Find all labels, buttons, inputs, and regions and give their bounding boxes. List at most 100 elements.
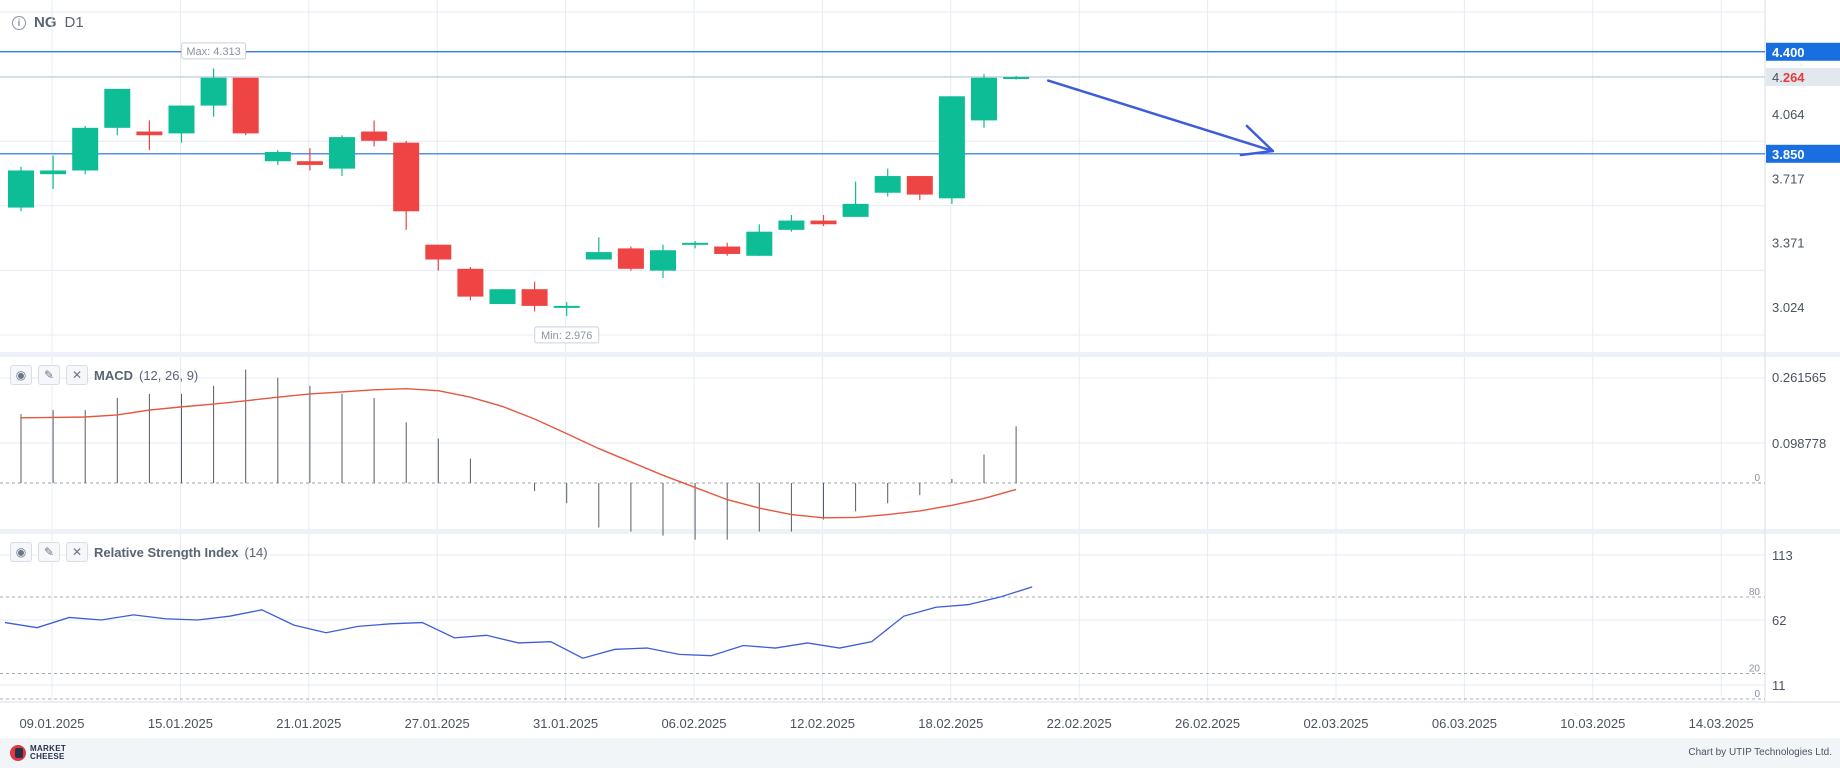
candle-body: [168, 105, 195, 134]
candle-body: [425, 244, 452, 260]
symbol-header: i NG D1: [12, 14, 84, 31]
candle-body: [329, 137, 355, 169]
axes: 4.064 3.717 3.371 3.024 4.400 3.850 4.264 0.261…: [19, 42, 1840, 731]
levels: [0, 51, 1765, 155]
candle-body: [938, 96, 965, 199]
price-axis-label: 3.371: [1772, 236, 1805, 251]
candle-body: [778, 220, 805, 230]
candle-body: [8, 170, 34, 208]
price-axis-label: 3.717: [1772, 171, 1805, 186]
price-axis-label: 4.064: [1772, 107, 1805, 122]
macd-signal-line: [20, 387, 1017, 519]
current-price-label: 4.264: [1772, 70, 1805, 85]
panel-separator: [0, 352, 1840, 357]
macd-zero-label: 0: [1754, 473, 1760, 484]
level-badge-label: 4.400: [1772, 45, 1805, 60]
rsi-title: Relative Strength Index: [94, 544, 239, 560]
macd-plot: [0, 369, 1765, 540]
candle-body: [40, 170, 67, 175]
date-axis-label: 21.01.2025: [276, 716, 341, 731]
date-axis-label: 27.01.2025: [405, 716, 470, 731]
candle-body: [842, 203, 869, 217]
eye-icon[interactable]: ◉: [10, 365, 32, 385]
date-axis-label: 22.02.2025: [1047, 716, 1112, 731]
extreme-markers: Max: 4.313 Min: 2.976: [181, 42, 600, 344]
macd-title: MACD: [94, 367, 133, 383]
candle-body: [714, 246, 741, 254]
candle-body: [906, 176, 933, 195]
candle-body: [617, 248, 644, 269]
wrench-icon[interactable]: ✎: [38, 542, 60, 562]
candle-body: [457, 268, 484, 297]
date-axis-label: 26.02.2025: [1175, 716, 1240, 731]
candle-body: [489, 289, 516, 305]
rsi-level-label: 20: [1749, 664, 1761, 675]
candle-body: [200, 77, 227, 106]
macd-header: ◉ ✎ ✕ MACD (12, 26, 9): [10, 365, 198, 385]
macd-axis-label: 0.261565: [1772, 370, 1826, 385]
candle-body: [971, 77, 997, 121]
price-chart[interactable]: Max: 4.313 Min: 2.976 4.064 3.717 3.371 3.02…: [0, 0, 1840, 738]
marker-box: [534, 326, 600, 344]
current-price-badge: [1766, 68, 1840, 86]
rsi-level-label: 80: [1749, 587, 1761, 598]
rsi-header: ◉ ✎ ✕ Relative Strength Index (14): [10, 542, 268, 562]
price-axis-label: 3.024: [1772, 300, 1805, 315]
forecast-arrow[interactable]: [1046, 79, 1275, 157]
rsi-level-label: 0: [1754, 689, 1760, 700]
marker-label: Min: 2.976: [541, 330, 592, 342]
candle-body: [650, 250, 676, 271]
date-axis-label: 18.02.2025: [918, 716, 983, 731]
candle-body: [361, 131, 388, 141]
date-axis-label: 31.01.2025: [533, 716, 598, 731]
close-icon[interactable]: ✕: [66, 542, 88, 562]
candle-body: [1003, 77, 1030, 79]
level-badge: [1766, 144, 1840, 163]
date-axis-label: 02.03.2025: [1303, 716, 1368, 731]
date-axis-label: 14.03.2025: [1689, 716, 1754, 731]
candle-body: [746, 231, 773, 256]
candle-body: [553, 305, 580, 308]
rsi-axis-label: 11: [1772, 678, 1786, 693]
date-axis-label: 06.02.2025: [661, 716, 726, 731]
rsi-line: [4, 586, 1033, 659]
date-axis-label: 10.03.2025: [1560, 716, 1625, 731]
symbol-timeframe: D1: [64, 14, 84, 31]
marker-box: [181, 42, 247, 60]
candle-body: [264, 151, 291, 162]
logo: MARKET CHEESE: [10, 745, 66, 761]
rsi-axis-label: 62: [1772, 613, 1786, 628]
logo-icon: [10, 745, 26, 761]
eye-icon[interactable]: ◉: [10, 542, 32, 562]
min-marker: Min: 2.976: [534, 326, 600, 344]
chart-credit: Chart by UTIP Technologies Ltd.: [1688, 747, 1832, 758]
macd-params: (12, 26, 9): [139, 367, 199, 383]
macd-axis-label: 0.098778: [1772, 436, 1826, 451]
rsi-axis-label: 113: [1772, 548, 1793, 563]
candle-body: [72, 127, 99, 171]
date-axis-label: 09.01.2025: [19, 716, 84, 731]
arrow-head: [1239, 124, 1275, 157]
candle-body: [393, 142, 420, 212]
logo-text: MARKET CHEESE: [30, 744, 67, 761]
rsi-plot: [0, 586, 1765, 700]
footer: [0, 738, 1840, 768]
date-axis-label: 06.03.2025: [1432, 716, 1497, 731]
close-icon[interactable]: ✕: [66, 365, 88, 385]
marker-label: Max: 4.313: [186, 46, 240, 58]
max-marker: Max: 4.313: [181, 42, 247, 60]
panel-separator: [0, 529, 1840, 534]
candle-body: [232, 77, 259, 134]
candle-body: [810, 220, 837, 225]
info-icon[interactable]: i: [12, 15, 26, 30]
symbol-name: NG: [34, 14, 57, 31]
wrench-icon[interactable]: ✎: [38, 365, 60, 385]
candles: [8, 68, 1030, 316]
arrow-shaft: [1046, 79, 1275, 153]
candle-body: [585, 252, 612, 260]
candle-body: [521, 289, 548, 306]
level-badge-label: 3.850: [1772, 147, 1805, 162]
candle-body: [136, 131, 163, 136]
grid: [0, 0, 1840, 703]
level-badge: [1766, 42, 1840, 61]
